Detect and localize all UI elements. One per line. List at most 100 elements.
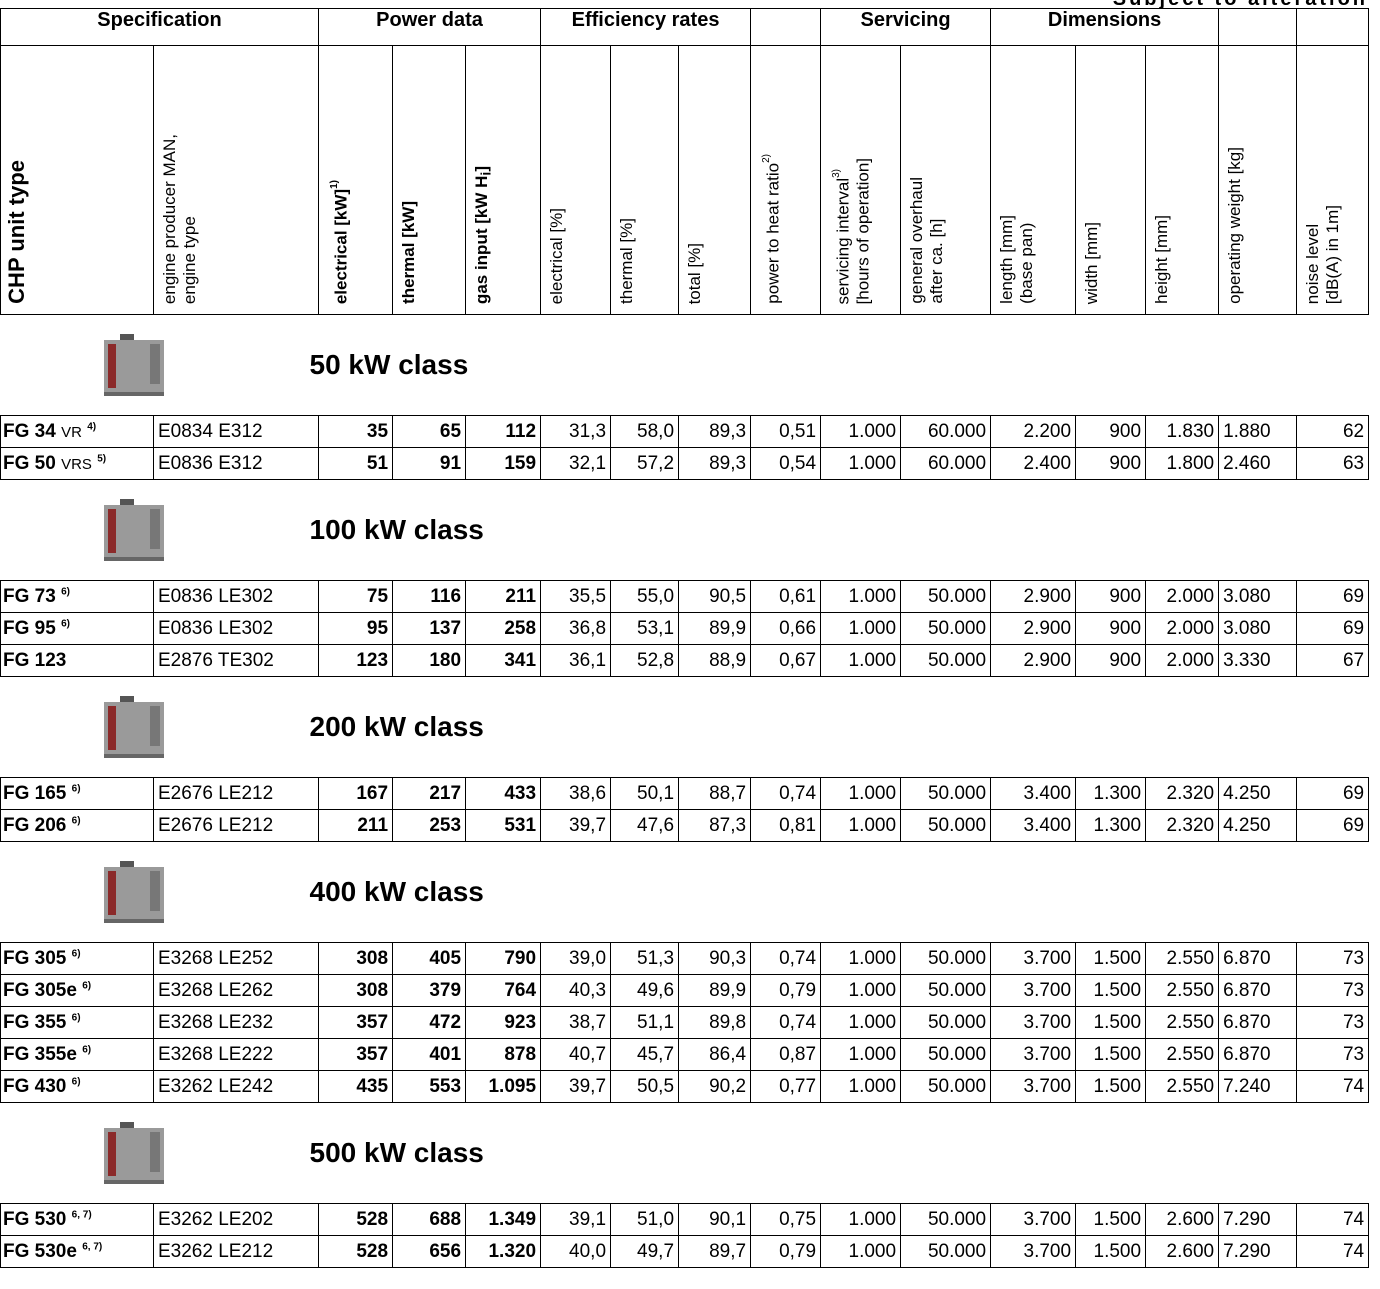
header-label: ] [472,165,492,172]
unit-type: FG 305e 6) [0,974,154,1007]
cell: 308 [318,974,394,1007]
group-header-row: Specification Power data Efficiency rates S… [0,8,1370,46]
cell: 49,6 [610,974,680,1007]
cell: 405 [392,942,467,975]
cell: 91 [392,447,467,480]
header-line: gas input [kW Hi] [472,166,496,304]
header-line: engine type [180,134,200,304]
class-cell: 500 kW class [0,1102,1369,1204]
cell: 0,51 [750,415,822,448]
header-label: operating weight [kg] [1225,147,1245,304]
cell: 308 [318,942,394,975]
cell: 2.000 [1145,580,1220,613]
cell: 74 [1296,1203,1370,1236]
cell: 69 [1296,777,1370,810]
cell: 73 [1296,1006,1370,1039]
cell: 89,3 [678,447,752,480]
header-line: general overhaul [907,177,927,304]
cell: 2.320 [1145,809,1220,842]
cell: 3.330 [1218,644,1298,677]
footnote-ref: 2) [761,154,773,164]
group-header: Specification [0,8,320,46]
cell: 60.000 [900,415,992,448]
cell: 75 [318,580,394,613]
cell: 55,0 [610,580,680,613]
cell: 2.000 [1145,644,1220,677]
cell: 0,75 [750,1203,822,1236]
header-label: engine producer MAN, [160,133,179,304]
footnote-ref: 6, 7) [82,1241,103,1253]
header-label: height [mm] [1152,215,1172,304]
model: FG 165 [3,782,67,804]
cell: E2676 LE212 [152,777,320,810]
header-text: total [%] [685,243,705,304]
cell: 45,7 [610,1038,680,1071]
unit-type: FG 73 6) [0,580,154,613]
cell: 253 [392,809,467,842]
header-label: servicing interval [833,177,853,304]
cell: 73 [1296,1038,1370,1071]
header-label: [dB(A) in 1m] [1323,204,1343,304]
cell: 50.000 [900,777,992,810]
cell: 36,8 [540,612,612,645]
cell: 69 [1296,580,1370,613]
header-label: noise level [1303,223,1323,304]
cell: 1.000 [820,942,902,975]
class-row: 200 kW class [0,676,1369,778]
cell: 50.000 [900,1235,992,1268]
column-header: total [%] [678,45,752,315]
data-row: FG 73 6) E0836 LE302 75 116 211 35,5 55,0 90,5 0… [0,580,1370,613]
cell: 553 [392,1070,467,1103]
column-header: CHP unit type [0,45,154,315]
cell: 47,6 [610,809,680,842]
cell: 0,74 [750,777,822,810]
column-header: operating weight [kg] [1218,45,1298,315]
data-row: FG 305e 6) E3268 LE262 308 379 764 40,3 49,6 89… [0,974,1370,1007]
class-row: 400 kW class [0,841,1369,943]
cell: 51,1 [610,1006,680,1039]
cell: 50,1 [610,777,680,810]
cell: 1.300 [1075,777,1147,810]
cell: 1.000 [820,777,902,810]
header-label: total [%] [685,242,705,304]
unit-type: FG 165 6) [0,777,154,810]
cell: 32,1 [540,447,612,480]
cell: 1.500 [1075,1070,1147,1103]
model-suffix: VRS [61,455,92,473]
header-line: power to heat ratio2) [757,154,784,304]
cell: 1.000 [820,580,902,613]
data-row: FG 530e 6, 7) E3262 LE212 528 656 1.320 40,0 4… [0,1235,1370,1268]
column-header: noise level [dB(A) in 1m] [1296,45,1370,315]
cell: 1.830 [1145,415,1220,448]
cell: 2.600 [1145,1203,1220,1236]
cell: 900 [1075,644,1147,677]
cell: 50.000 [900,1070,992,1103]
cell: 2.900 [990,612,1077,645]
model: FG 73 [3,585,56,607]
cell: 211 [318,809,394,842]
cell: 0,74 [750,1006,822,1039]
column-header: power to heat ratio2) [750,45,822,315]
cell: 88,9 [678,644,752,677]
cell: 6.870 [1218,974,1298,1007]
cell: 1.320 [465,1235,542,1268]
cell: 379 [392,974,467,1007]
cell: 53,1 [610,612,680,645]
class-box: 200 kW class [5,692,1365,762]
cell: 531 [465,809,542,842]
data-row: FG 34 VR 4) E0834 E312 35 65 112 31,3 58,0 89,3… [0,415,1370,448]
cell: 89,8 [678,1006,752,1039]
header-line: width [mm] [1082,222,1102,304]
cell: 1.000 [820,809,902,842]
cell: 50.000 [900,1038,992,1071]
header-text: height [mm] [1152,215,1172,304]
header-line: CHP unit type [4,160,29,304]
column-header: servicing interval3) [hours of operation] [820,45,902,315]
footnote-ref: 6) [82,980,92,992]
header-text: length [mm] (base pan) [997,215,1037,304]
class-label: 100 kW class [309,514,484,545]
header-cell [750,8,822,46]
model: FG 123 [3,649,67,671]
cell: 69 [1296,612,1370,645]
data-row: FG 355 6) E3268 LE232 357 472 923 38,7 51,1 89,… [0,1006,1370,1039]
